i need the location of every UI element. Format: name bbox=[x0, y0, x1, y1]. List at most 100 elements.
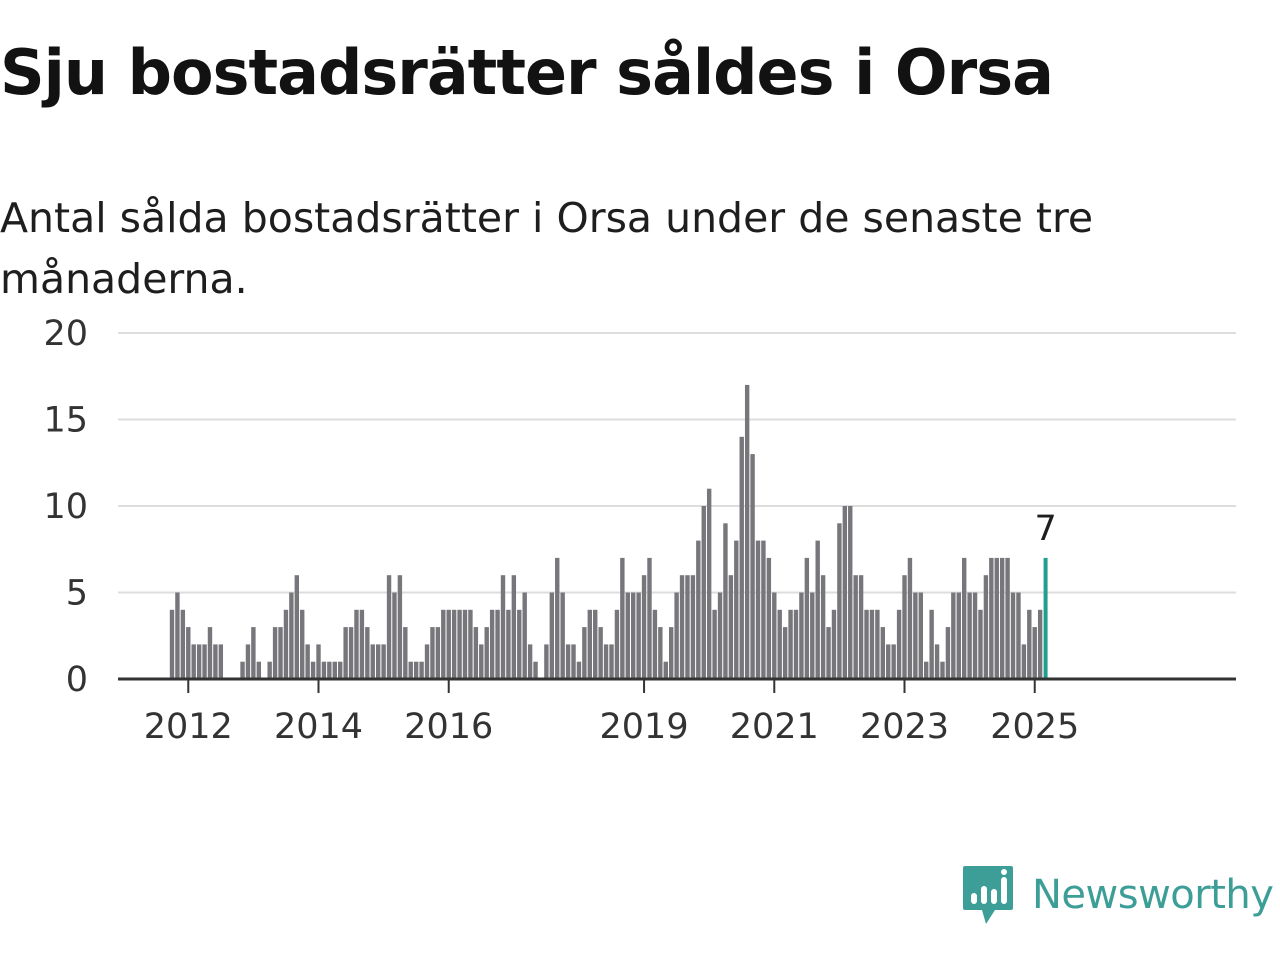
bar bbox=[386, 575, 392, 679]
bar bbox=[495, 609, 500, 679]
y-tick-label-10: 10 bbox=[43, 487, 88, 527]
bar bbox=[397, 575, 403, 679]
bar bbox=[294, 575, 299, 679]
bar bbox=[696, 540, 701, 679]
bar bbox=[717, 592, 723, 679]
bar bbox=[348, 627, 354, 679]
bar bbox=[500, 575, 506, 679]
bar bbox=[283, 609, 289, 679]
bar bbox=[831, 609, 837, 679]
bar bbox=[907, 557, 913, 679]
bar bbox=[289, 592, 294, 679]
bar bbox=[848, 506, 853, 679]
bar bbox=[820, 575, 826, 679]
bar bbox=[636, 592, 641, 679]
bar bbox=[527, 644, 533, 679]
bar bbox=[647, 557, 652, 679]
bar bbox=[1016, 592, 1021, 679]
x-tick-label-2021: 2021 bbox=[730, 707, 819, 747]
bar bbox=[663, 661, 668, 679]
gridlines bbox=[118, 332, 1236, 594]
bar bbox=[207, 627, 213, 679]
bar bbox=[826, 627, 831, 679]
x-tick-label-2023: 2023 bbox=[860, 707, 949, 747]
bar bbox=[462, 609, 468, 679]
bar bbox=[186, 627, 191, 679]
bar bbox=[278, 627, 283, 679]
bar bbox=[978, 609, 983, 679]
bar bbox=[300, 609, 305, 679]
bar bbox=[413, 661, 419, 679]
bar bbox=[934, 644, 940, 679]
bar bbox=[837, 523, 842, 679]
x-tick-label-2012: 2012 bbox=[144, 707, 233, 747]
bar bbox=[1032, 627, 1037, 679]
bar bbox=[593, 609, 598, 679]
bar bbox=[354, 609, 359, 679]
bar bbox=[706, 488, 712, 679]
bar bbox=[370, 644, 375, 679]
bar bbox=[359, 609, 365, 679]
bar bbox=[641, 575, 647, 679]
bar bbox=[549, 592, 555, 679]
bar bbox=[869, 609, 875, 679]
bar bbox=[468, 609, 473, 679]
x-tick-label-2019: 2019 bbox=[600, 707, 689, 747]
bar bbox=[815, 540, 820, 679]
bar bbox=[213, 644, 218, 679]
bar bbox=[723, 523, 728, 679]
bar bbox=[191, 644, 196, 679]
bar bbox=[788, 609, 793, 679]
chart-subtitle: Antal sålda bostadsrätter i Orsa under d… bbox=[0, 194, 1094, 303]
bar bbox=[175, 592, 180, 679]
bar bbox=[245, 644, 251, 679]
bar bbox=[196, 644, 202, 679]
bar bbox=[310, 661, 316, 679]
bar bbox=[451, 609, 457, 679]
bar bbox=[761, 540, 766, 679]
bar bbox=[375, 644, 381, 679]
bar bbox=[983, 575, 989, 679]
bar bbox=[782, 627, 788, 679]
bar bbox=[332, 661, 337, 679]
bar bbox=[256, 661, 262, 679]
bar bbox=[989, 557, 994, 679]
bar bbox=[999, 557, 1005, 679]
bar bbox=[343, 627, 348, 679]
bar bbox=[875, 609, 880, 679]
highlight-value-label: 7 bbox=[1034, 509, 1056, 549]
bar bbox=[1021, 644, 1027, 679]
bar bbox=[430, 627, 435, 679]
bar bbox=[712, 609, 717, 679]
bar bbox=[609, 644, 614, 679]
bar bbox=[587, 609, 592, 679]
bar bbox=[766, 557, 772, 679]
bar bbox=[202, 644, 207, 679]
bar bbox=[365, 627, 370, 679]
bar bbox=[321, 661, 327, 679]
y-tick-label-15: 15 bbox=[43, 401, 88, 441]
bar bbox=[755, 540, 761, 679]
x-tick-label-2016: 2016 bbox=[404, 707, 493, 747]
bar bbox=[517, 609, 522, 679]
bar bbox=[853, 575, 858, 679]
bar bbox=[403, 627, 408, 679]
bar bbox=[598, 627, 603, 679]
bar bbox=[956, 592, 961, 679]
bar bbox=[560, 592, 565, 679]
chart-title: Sju bostadsrätter såldes i Orsa bbox=[0, 36, 1054, 109]
bar bbox=[457, 609, 462, 679]
bar bbox=[750, 454, 755, 679]
bar bbox=[858, 575, 864, 679]
bar bbox=[571, 644, 576, 679]
bar bbox=[994, 557, 999, 679]
bar bbox=[392, 592, 397, 679]
bar bbox=[652, 609, 658, 679]
bar bbox=[603, 644, 609, 679]
bar bbox=[522, 592, 527, 679]
bar bbox=[180, 609, 186, 679]
bar bbox=[777, 609, 782, 679]
bar bbox=[679, 575, 685, 679]
bar bbox=[739, 436, 744, 679]
